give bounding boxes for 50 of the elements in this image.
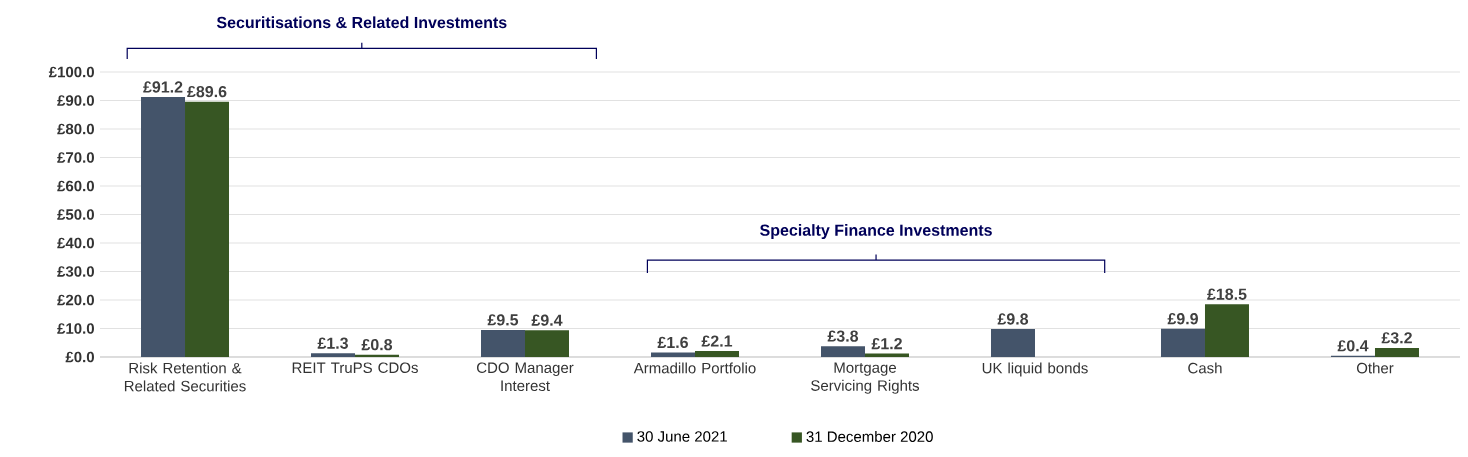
text: Securitisations & Related Investments <box>216 16 507 29</box>
x-tick-label: Mortgage Servicing Rights <box>811 362 920 394</box>
y-tick-label: £50.0 <box>57 209 94 220</box>
data-label: £9.9 <box>1167 313 1198 325</box>
bar <box>695 351 739 357</box>
y-tick-label: £30.0 <box>57 266 94 277</box>
data-label: £91.2 <box>143 81 183 93</box>
x-tick-label: CDO Manager Interest <box>476 362 574 392</box>
data-label: £9.5 <box>487 314 519 326</box>
data-label: £0.4 <box>1337 340 1369 352</box>
bar <box>481 329 525 357</box>
bar <box>1160 328 1205 357</box>
y-tick-label: £40.0 <box>57 237 94 249</box>
legend-label: 31 December 2020 <box>806 430 933 442</box>
x-tick-label: Risk Retention & Related Securities <box>124 362 246 392</box>
data-label: £9.8 <box>997 313 1029 325</box>
bar <box>1204 304 1249 357</box>
bar <box>1374 347 1419 357</box>
x-tick-label: REIT TruPS CDOs <box>292 362 418 374</box>
bar <box>311 353 356 357</box>
y-tick-label: £70.0 <box>57 152 94 163</box>
data-label: £1.2 <box>871 338 902 350</box>
data-label: £1.3 <box>317 337 348 349</box>
x-tick-label: Cash <box>1188 362 1222 374</box>
x-tick-label: Armadillo Portfolio <box>633 362 756 374</box>
bar <box>141 97 186 357</box>
y-tick-label: £100.0 <box>48 66 94 78</box>
bar <box>651 352 695 357</box>
data-label: £0.8 <box>361 339 393 351</box>
y-tick-label: £90.0 <box>57 95 94 106</box>
data-label: £89.6 <box>187 85 227 98</box>
data-label: £3.8 <box>827 330 859 342</box>
bar <box>185 101 230 357</box>
y-tick-label: £10.0 <box>57 323 94 334</box>
legend-label: 30 June 2021 <box>637 431 727 442</box>
x-tick-label: UK liquid bonds <box>982 362 1088 377</box>
bar <box>990 329 1035 357</box>
data-label: £2.1 <box>701 335 733 347</box>
x-tick-label: Other <box>1356 362 1394 374</box>
y-tick-label: £20.0 <box>57 294 94 306</box>
data-label: £18.5 <box>1207 288 1247 300</box>
data-label: £9.4 <box>531 314 563 326</box>
data-label: £3.2 <box>1381 332 1412 344</box>
bar <box>821 346 865 357</box>
data-label: £1.6 <box>657 336 688 349</box>
y-tick-label: £80.0 <box>57 123 94 135</box>
bar <box>525 330 569 357</box>
y-tick-label: £60.0 <box>57 180 94 192</box>
annotation: Specialty Finance Investments <box>760 224 992 240</box>
y-tick-label: £0.0 <box>65 351 94 363</box>
